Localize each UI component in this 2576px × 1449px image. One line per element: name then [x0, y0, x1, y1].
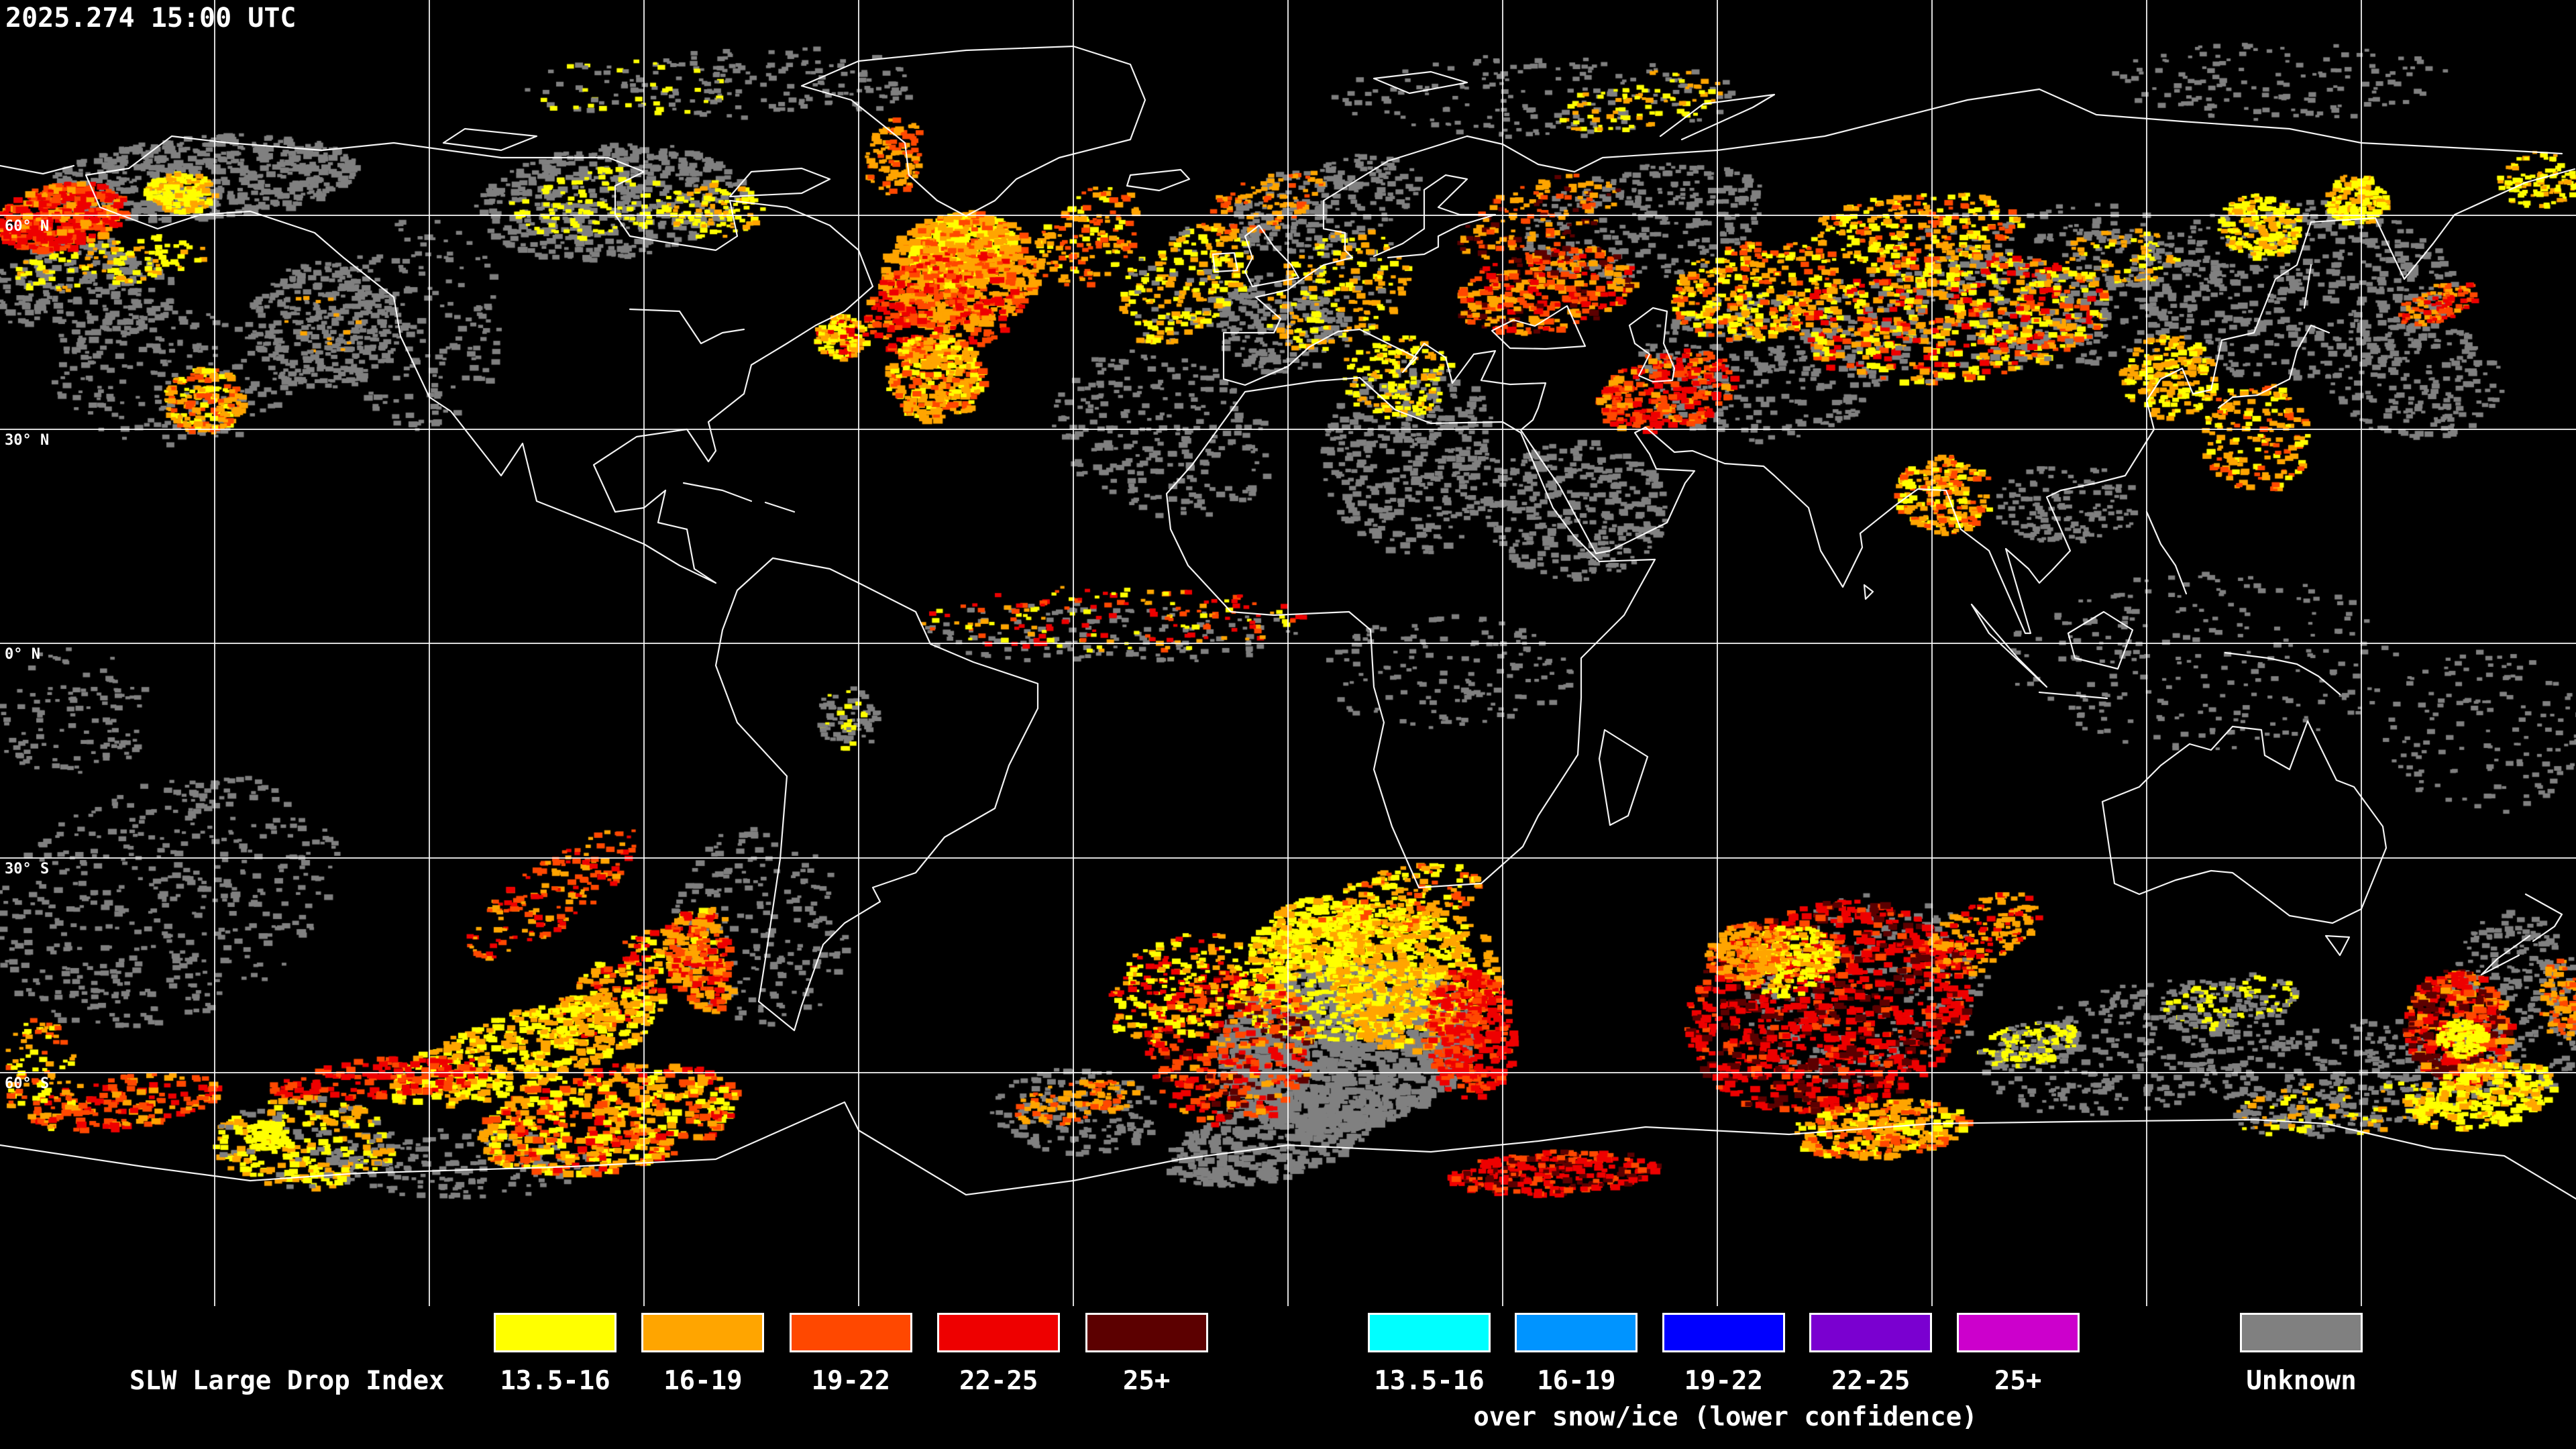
- legend-label-snow-ice-2: 19-22: [1684, 1366, 1763, 1396]
- coastline-hispaniola: [764, 501, 796, 513]
- coastline-sakhalin: [2303, 264, 2312, 309]
- coastline-svalbard: [1373, 70, 1468, 95]
- coastline-madagascar: [1598, 729, 1649, 826]
- coastline-black-sea: [1491, 305, 1587, 350]
- legend-label-slw-3: 22-25: [959, 1366, 1038, 1396]
- coastline-africa: [1165, 376, 1656, 889]
- legend-label-snow-ice-4: 25+: [1994, 1366, 2042, 1396]
- coastline-tasmania: [2324, 934, 2351, 957]
- legend-swatch-snow-ice-0: [1368, 1313, 1491, 1352]
- coastline-north-america: [85, 135, 874, 584]
- legend-swatch-snow-ice-4: [1956, 1313, 2080, 1352]
- legend-swatch-slw-0: [494, 1313, 616, 1352]
- coastline-new-guinea: [2224, 651, 2341, 696]
- coastline-philippines: [2145, 511, 2188, 595]
- coastline-great-lakes: [629, 308, 745, 345]
- coastline-eurasia-arctic: [1466, 88, 2563, 173]
- coastlines: [0, 45, 2576, 1200]
- latitude-label: 0° N: [5, 646, 40, 663]
- coastline-greenland: [800, 45, 1146, 217]
- legend-swatch-snow-ice-3: [1809, 1313, 1933, 1352]
- legend-label-snow-ice-3: 22-25: [1831, 1366, 1911, 1396]
- legend-label-snow-ice-1: 16-19: [1537, 1366, 1616, 1396]
- coastline-sumatra: [1970, 603, 2048, 688]
- legend-swatch-slw-3: [937, 1313, 1061, 1352]
- legend-swatch-slw-2: [789, 1313, 912, 1352]
- coastline-japan: [2217, 324, 2330, 409]
- latitude-label: 60° N: [5, 218, 50, 235]
- coastline-australia: [2101, 720, 2387, 924]
- coastline-baltic: [1373, 174, 1497, 259]
- coastline-south-america: [714, 557, 1039, 1032]
- coastline-antarctica: [0, 1101, 2576, 1200]
- coastline-sri-lanka: [1863, 584, 1874, 600]
- legend-label-slw-2: 19-22: [811, 1366, 890, 1396]
- legend-label-slw-4: 25+: [1122, 1366, 1171, 1396]
- coastline-baffin-island: [729, 167, 831, 198]
- latitude-label: 60° S: [5, 1075, 50, 1092]
- coastline-chukotka: [0, 164, 75, 175]
- coastline-cuba: [682, 482, 753, 502]
- legend-title: SLW Large Drop Index: [129, 1366, 445, 1396]
- coastline-victoria-island: [442, 127, 538, 152]
- map-overlay: [0, 0, 2576, 1306]
- timestamp: 2025.274 15:00 UTC: [5, 3, 297, 34]
- legend-swatch-snow-ice-2: [1662, 1313, 1785, 1352]
- coastline-iceland: [1126, 168, 1191, 192]
- legend-swatch-slw-4: [1085, 1313, 1208, 1352]
- legend-label-snow-ice-0: 13.5-16: [1374, 1366, 1485, 1396]
- coastline-novaya-zemlya: [1659, 93, 1776, 141]
- legend-swatch-unknown: [2240, 1313, 2363, 1352]
- coastline-java: [2038, 691, 2108, 700]
- coastline-new-zealand-south: [2480, 934, 2531, 976]
- latitude-label: 30° N: [5, 432, 50, 449]
- coastline-caspian-sea: [1628, 307, 1676, 383]
- snow-ice-note: over snow/ice (lower confidence): [1473, 1402, 1978, 1432]
- coastline-britain: [1244, 224, 1300, 288]
- coastline-new-zealand-north: [2524, 893, 2563, 943]
- legend-swatch-snow-ice-1: [1515, 1313, 1638, 1352]
- coastline-eurasia-south: [1222, 135, 2576, 635]
- legend-label-unknown: Unknown: [2246, 1366, 2357, 1396]
- legend-label-slw-1: 16-19: [663, 1366, 743, 1396]
- graticule: [0, 0, 2576, 1306]
- latitude-label: 30° S: [5, 861, 50, 877]
- coastline-borneo: [2067, 610, 2134, 670]
- legend-label-slw-0: 13.5-16: [500, 1366, 610, 1396]
- legend-swatch-slw-1: [641, 1313, 765, 1352]
- coastline-ireland: [1212, 252, 1239, 273]
